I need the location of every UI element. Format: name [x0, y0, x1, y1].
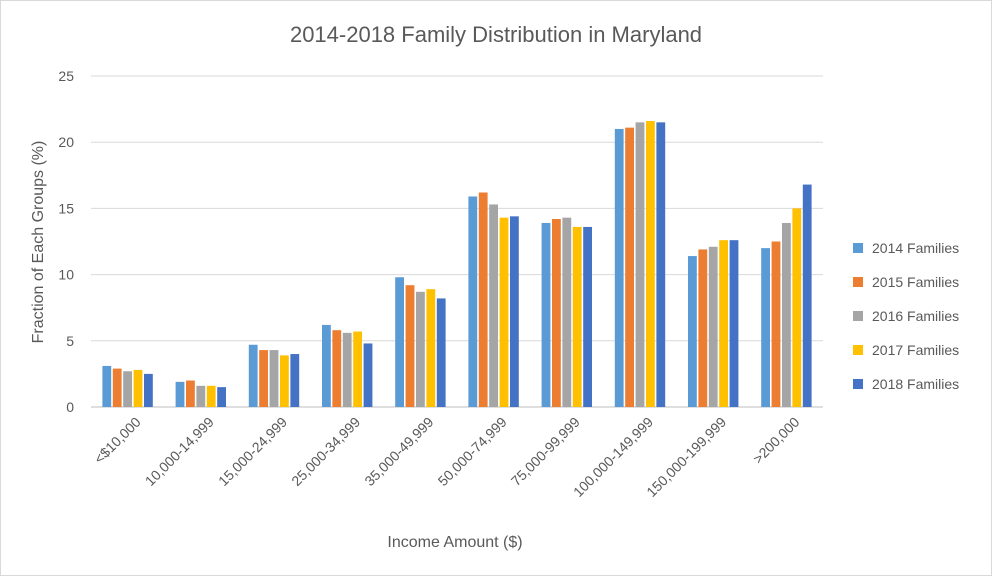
bar	[196, 385, 206, 407]
bar	[175, 381, 185, 407]
x-tick-label: 35,000-49,999	[361, 414, 436, 489]
legend-swatch	[853, 311, 863, 321]
x-tick-label: 75,000-99,999	[508, 414, 583, 489]
bar	[102, 365, 112, 407]
bar	[761, 248, 770, 407]
bar	[112, 368, 122, 407]
bar	[510, 216, 519, 407]
bar	[583, 226, 592, 407]
bar	[405, 285, 415, 407]
y-tick-label: 25	[58, 68, 74, 84]
bar	[656, 122, 666, 407]
legend-item: 2017 Families	[853, 342, 959, 358]
legend-swatch	[853, 345, 863, 355]
y-tick-label: 10	[58, 267, 74, 283]
x-tick-label: 25,000-34,999	[288, 414, 363, 489]
bar	[206, 385, 216, 407]
bar	[468, 196, 478, 407]
bar	[782, 222, 791, 407]
bar	[280, 355, 289, 407]
bar	[123, 371, 132, 407]
chart-title: 2014-2018 Family Distribution in Marylan…	[290, 22, 702, 47]
legend-label: 2017 Families	[872, 342, 959, 358]
bar	[342, 332, 352, 407]
x-tick-label: 50,000-74,999	[435, 414, 510, 489]
x-axis-title: Income Amount ($)	[387, 534, 522, 551]
bar	[290, 354, 300, 407]
bar	[802, 184, 812, 407]
bar	[489, 204, 498, 407]
bar	[436, 298, 446, 407]
bar	[635, 122, 645, 407]
bar	[259, 350, 268, 407]
bar	[353, 331, 362, 407]
bar	[719, 240, 728, 407]
bar	[698, 249, 708, 407]
bar	[614, 128, 624, 407]
legend-swatch	[853, 379, 863, 389]
bar	[363, 343, 373, 407]
bar	[248, 344, 258, 407]
x-axis-ticks: <$10,00010,000-14,99915,000-24,99925,000…	[91, 414, 803, 500]
legend-swatch	[853, 277, 863, 287]
bar	[688, 256, 697, 407]
x-tick-label: 10,000-14,999	[142, 414, 217, 489]
bar	[322, 324, 331, 407]
bar	[541, 222, 551, 407]
bar	[144, 373, 153, 407]
legend-item: 2016 Families	[853, 308, 959, 324]
bar	[572, 226, 582, 407]
y-tick-label: 20	[58, 134, 74, 150]
bar	[332, 330, 342, 407]
y-tick-label: 0	[66, 399, 74, 415]
bar	[729, 240, 739, 407]
y-axis-ticks: 0 5 10 15 20 25	[58, 68, 74, 415]
bars	[102, 121, 812, 408]
bar	[792, 208, 802, 407]
bar	[133, 369, 143, 407]
legend-item: 2015 Families	[853, 274, 959, 290]
y-tick-label: 15	[58, 200, 74, 216]
bar	[708, 246, 718, 407]
legend-label: 2015 Families	[872, 274, 959, 290]
y-tick-label: 5	[66, 333, 74, 349]
x-tick-label: <$10,000	[91, 414, 144, 467]
bar	[426, 289, 436, 407]
bar	[499, 217, 509, 407]
bar	[217, 387, 226, 407]
bar	[552, 218, 561, 407]
legend-label: 2014 Families	[872, 240, 959, 256]
bar	[416, 291, 425, 407]
x-tick-label: 150,000-199,999	[643, 414, 729, 500]
legend-label: 2018 Families	[872, 376, 959, 392]
x-tick-label: >200,000	[750, 414, 803, 467]
bar	[269, 350, 279, 407]
bar	[186, 380, 195, 407]
legend-item: 2014 Families	[853, 240, 959, 256]
bar	[625, 127, 634, 408]
y-axis-title: Fraction of Each Groups (%)	[30, 141, 47, 344]
x-tick-label: 15,000-24,999	[215, 414, 290, 489]
legend-item: 2018 Families	[853, 376, 959, 392]
bar	[646, 121, 655, 408]
bar	[395, 277, 404, 407]
bar	[771, 241, 781, 407]
legend-label: 2016 Families	[872, 308, 959, 324]
legend-swatch	[853, 243, 863, 253]
x-tick-label: 100,000-149,999	[570, 414, 656, 500]
bar	[562, 217, 572, 407]
bar	[478, 192, 488, 407]
legend: 2014 Families 2015 Families 2016 Families 2…	[853, 240, 959, 392]
